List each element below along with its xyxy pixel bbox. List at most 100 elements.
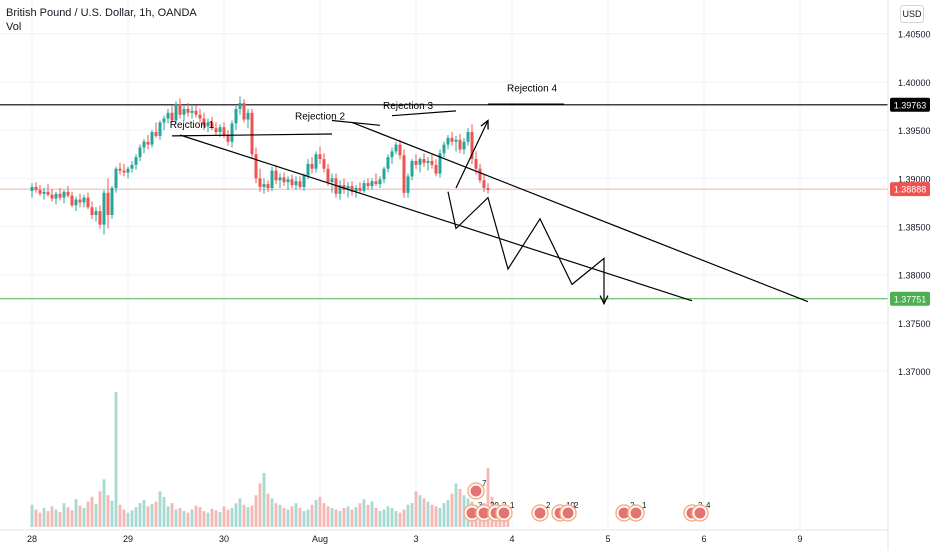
projection-zigzag-path xyxy=(447,191,605,304)
event-flag-icon xyxy=(470,485,482,497)
candle-body xyxy=(306,163,310,176)
rejection-mark-line xyxy=(391,110,457,117)
volume-bar xyxy=(414,491,418,527)
volume-bar xyxy=(178,507,182,527)
event-flag-icon xyxy=(630,507,642,519)
candle-body xyxy=(346,186,350,190)
candle-body xyxy=(190,110,194,113)
candle-body xyxy=(170,112,174,121)
candle-body xyxy=(302,175,306,188)
candle-body xyxy=(202,118,206,127)
projection-up-arrow-line xyxy=(455,120,489,189)
volume-bar xyxy=(454,483,458,527)
candle-body xyxy=(266,184,270,188)
volume-bar xyxy=(138,503,142,527)
candle-body xyxy=(78,199,82,203)
candle-body xyxy=(154,132,158,136)
volume-bar xyxy=(390,507,394,527)
volume-bar xyxy=(118,504,122,527)
price-tick-label: 1.39000 xyxy=(898,174,931,184)
candle-body xyxy=(46,191,50,195)
symbol-title: British Pound / U.S. Dollar, 1h, OANDA xyxy=(6,7,197,19)
candle-body xyxy=(70,195,74,206)
volume-bar xyxy=(54,509,58,527)
volume-bar xyxy=(114,392,118,527)
candle-body xyxy=(426,160,430,163)
event-flag-icon xyxy=(562,507,574,519)
volume-bar xyxy=(458,488,462,527)
candle-body xyxy=(382,168,386,180)
price-tick-label: 1.38000 xyxy=(898,271,931,281)
up-arrow-head xyxy=(480,119,489,130)
candle-body xyxy=(458,139,462,150)
time-tick-label: 29 xyxy=(123,534,133,544)
volume-bar xyxy=(42,507,46,527)
volume-bar xyxy=(46,511,50,527)
volume-bar xyxy=(318,496,322,527)
candle-body xyxy=(466,132,470,142)
currency-button[interactable]: USD xyxy=(900,5,924,23)
volume-bar xyxy=(78,505,82,527)
candle-body xyxy=(278,177,282,181)
candle-body xyxy=(486,187,490,190)
volume-bar xyxy=(170,503,174,527)
volume-bar xyxy=(274,503,278,527)
volume-bar xyxy=(358,503,362,527)
event-flag-icon xyxy=(618,507,630,519)
candle-body xyxy=(198,114,202,119)
candle-body xyxy=(298,181,302,188)
volume-bar xyxy=(486,468,490,527)
candle-body xyxy=(222,127,226,135)
volume-bar xyxy=(150,503,154,527)
volume-bar xyxy=(442,503,446,527)
candle-body xyxy=(114,168,118,188)
volume-bar xyxy=(202,511,206,527)
candle-body xyxy=(82,197,86,203)
volume-bar xyxy=(226,509,230,527)
candle-body xyxy=(54,193,58,199)
time-tick-label: 30 xyxy=(219,534,229,544)
volume-bar xyxy=(254,495,258,527)
chart-header: British Pound / U.S. Dollar, 1h, OANDA V… xyxy=(6,6,197,34)
annotation-label: Rejection 4 xyxy=(507,84,557,95)
volume-bar xyxy=(342,507,346,527)
annotation-label: Rejection 3 xyxy=(383,101,433,112)
candle-body xyxy=(370,181,374,187)
volume-bar xyxy=(182,511,186,527)
candle-body xyxy=(326,168,330,183)
time-tick-label: 6 xyxy=(701,534,706,544)
price-axis-bg xyxy=(888,0,932,550)
price-tick-label: 1.40500 xyxy=(898,30,931,40)
candle-body xyxy=(402,155,406,193)
price-level-badge xyxy=(890,291,930,306)
time-tick-label: 9 xyxy=(797,534,802,544)
candle-body xyxy=(378,179,382,185)
volume-bar xyxy=(110,500,114,527)
candle-body xyxy=(250,112,254,155)
candle-body xyxy=(162,118,166,123)
volume-bar xyxy=(98,491,102,527)
event-count-label: 1 xyxy=(510,501,515,510)
volume-bar xyxy=(366,504,370,527)
candle-body xyxy=(234,108,238,124)
candle-body xyxy=(318,154,322,160)
event-count-label: 4 xyxy=(706,501,711,510)
event-count-label: 7 xyxy=(482,479,487,488)
candle-body xyxy=(98,211,102,225)
volume-bar xyxy=(162,496,166,527)
volume-bar xyxy=(322,503,326,527)
volume-bar xyxy=(122,509,126,527)
event-count-label: 1 xyxy=(642,501,647,510)
volume-bar xyxy=(134,507,138,527)
event-count-label: 2 xyxy=(574,501,579,510)
volume-bar xyxy=(250,505,254,527)
volume-bar xyxy=(206,512,210,527)
volume-bar xyxy=(398,512,402,527)
volume-bar xyxy=(350,509,354,527)
candle-body xyxy=(366,183,370,187)
candle-body xyxy=(226,134,230,142)
volume-bar xyxy=(286,509,290,527)
volume-bar xyxy=(166,506,170,527)
